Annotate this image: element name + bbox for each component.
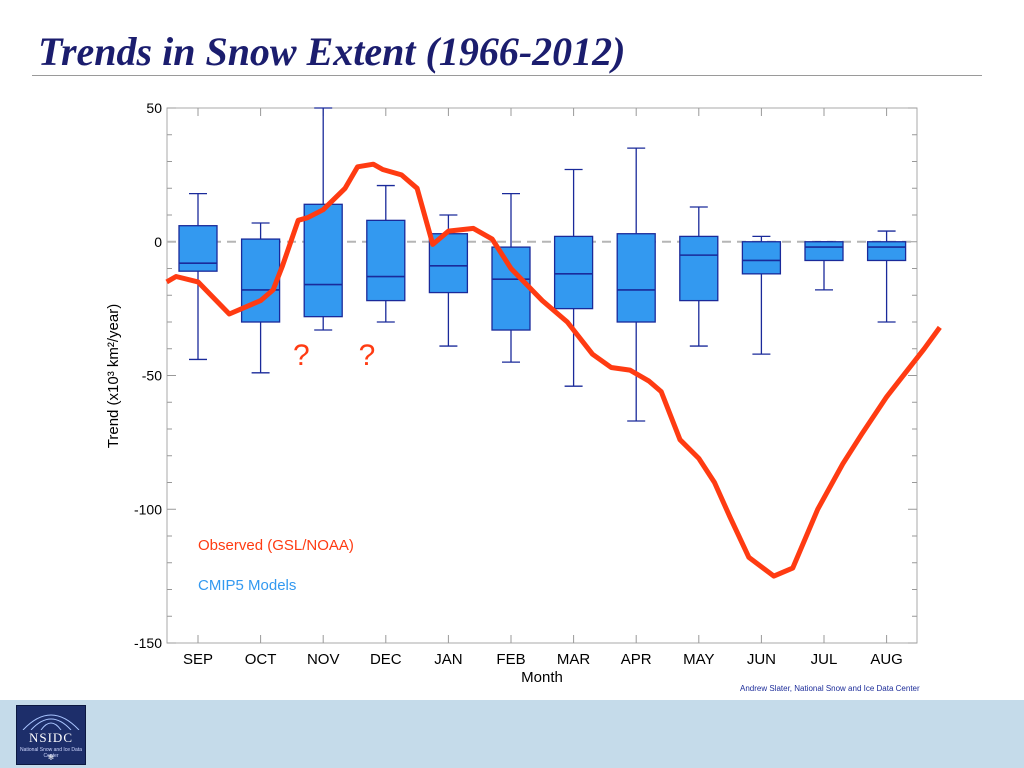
y-tick-label: -50 (142, 368, 162, 384)
box-layer (178, 107, 907, 422)
x-tick-label: FEB (496, 651, 525, 668)
box-oct (240, 238, 281, 323)
x-tick-label: APR (621, 651, 652, 668)
y-tick-label: -150 (134, 635, 162, 651)
x-axis-title: Month (521, 669, 563, 686)
nsidc-logo: NSIDC National Snow and Ice Data Center … (16, 705, 86, 765)
box-may (679, 235, 719, 302)
observed-line-layer (165, 161, 942, 579)
snow-trend-chart: 50 0 -50 -100 -150 SEP OCT NOV DEC JAN FEB MAR APR MA… (105, 100, 942, 686)
box-dec (366, 219, 406, 302)
x-tick-label: OCT (245, 651, 277, 668)
x-tick-label: JUL (811, 651, 838, 668)
observed-series-line (165, 161, 942, 579)
globe-icon (22, 714, 80, 730)
x-tick-label: JUN (747, 651, 776, 668)
plot-area (166, 107, 918, 644)
box-jun (741, 241, 782, 275)
slide-title: Trends in Snow Extent (1966-2012) (38, 29, 626, 74)
legend-entry: Observed (GSL/NOAA) (198, 537, 354, 554)
snowflake-icon: ❄ (47, 753, 55, 762)
x-tick-label: AUG (870, 651, 903, 668)
box-feb (491, 246, 531, 331)
y-axis-title: Trend (x10³ km²/year) (105, 304, 122, 448)
y-tick-label: 0 (154, 234, 162, 250)
box-apr (616, 233, 656, 323)
box-aug (866, 241, 907, 262)
x-tick-label: JAN (434, 651, 462, 668)
logo-text: NSIDC (28, 730, 73, 745)
x-tick-label: MAY (683, 651, 714, 668)
y-tick-label: -100 (134, 501, 162, 517)
legend-entry: CMIP5 Models (198, 577, 296, 594)
question-mark-annotation: ? (359, 339, 376, 372)
footer-band (0, 700, 1024, 768)
credit-text: Andrew Slater, National Snow and Ice Dat… (740, 684, 920, 693)
x-tick-label: DEC (370, 651, 402, 668)
box-nov (303, 203, 343, 318)
box-sep (178, 225, 218, 272)
x-tick-label: SEP (183, 651, 213, 668)
title-divider (32, 75, 982, 76)
y-tick-label: 50 (146, 100, 162, 116)
question-mark-annotation: ? (293, 339, 310, 372)
box-jul (804, 241, 844, 262)
box-mar (553, 235, 594, 310)
logo-subtext: National Snow and Ice Data Center (20, 747, 82, 759)
x-tick-label: NOV (307, 651, 340, 668)
label-layer: 50 0 -50 -100 -150 SEP OCT NOV DEC JAN FEB MAR APR MA… (134, 100, 903, 668)
x-tick-label: MAR (557, 651, 591, 668)
